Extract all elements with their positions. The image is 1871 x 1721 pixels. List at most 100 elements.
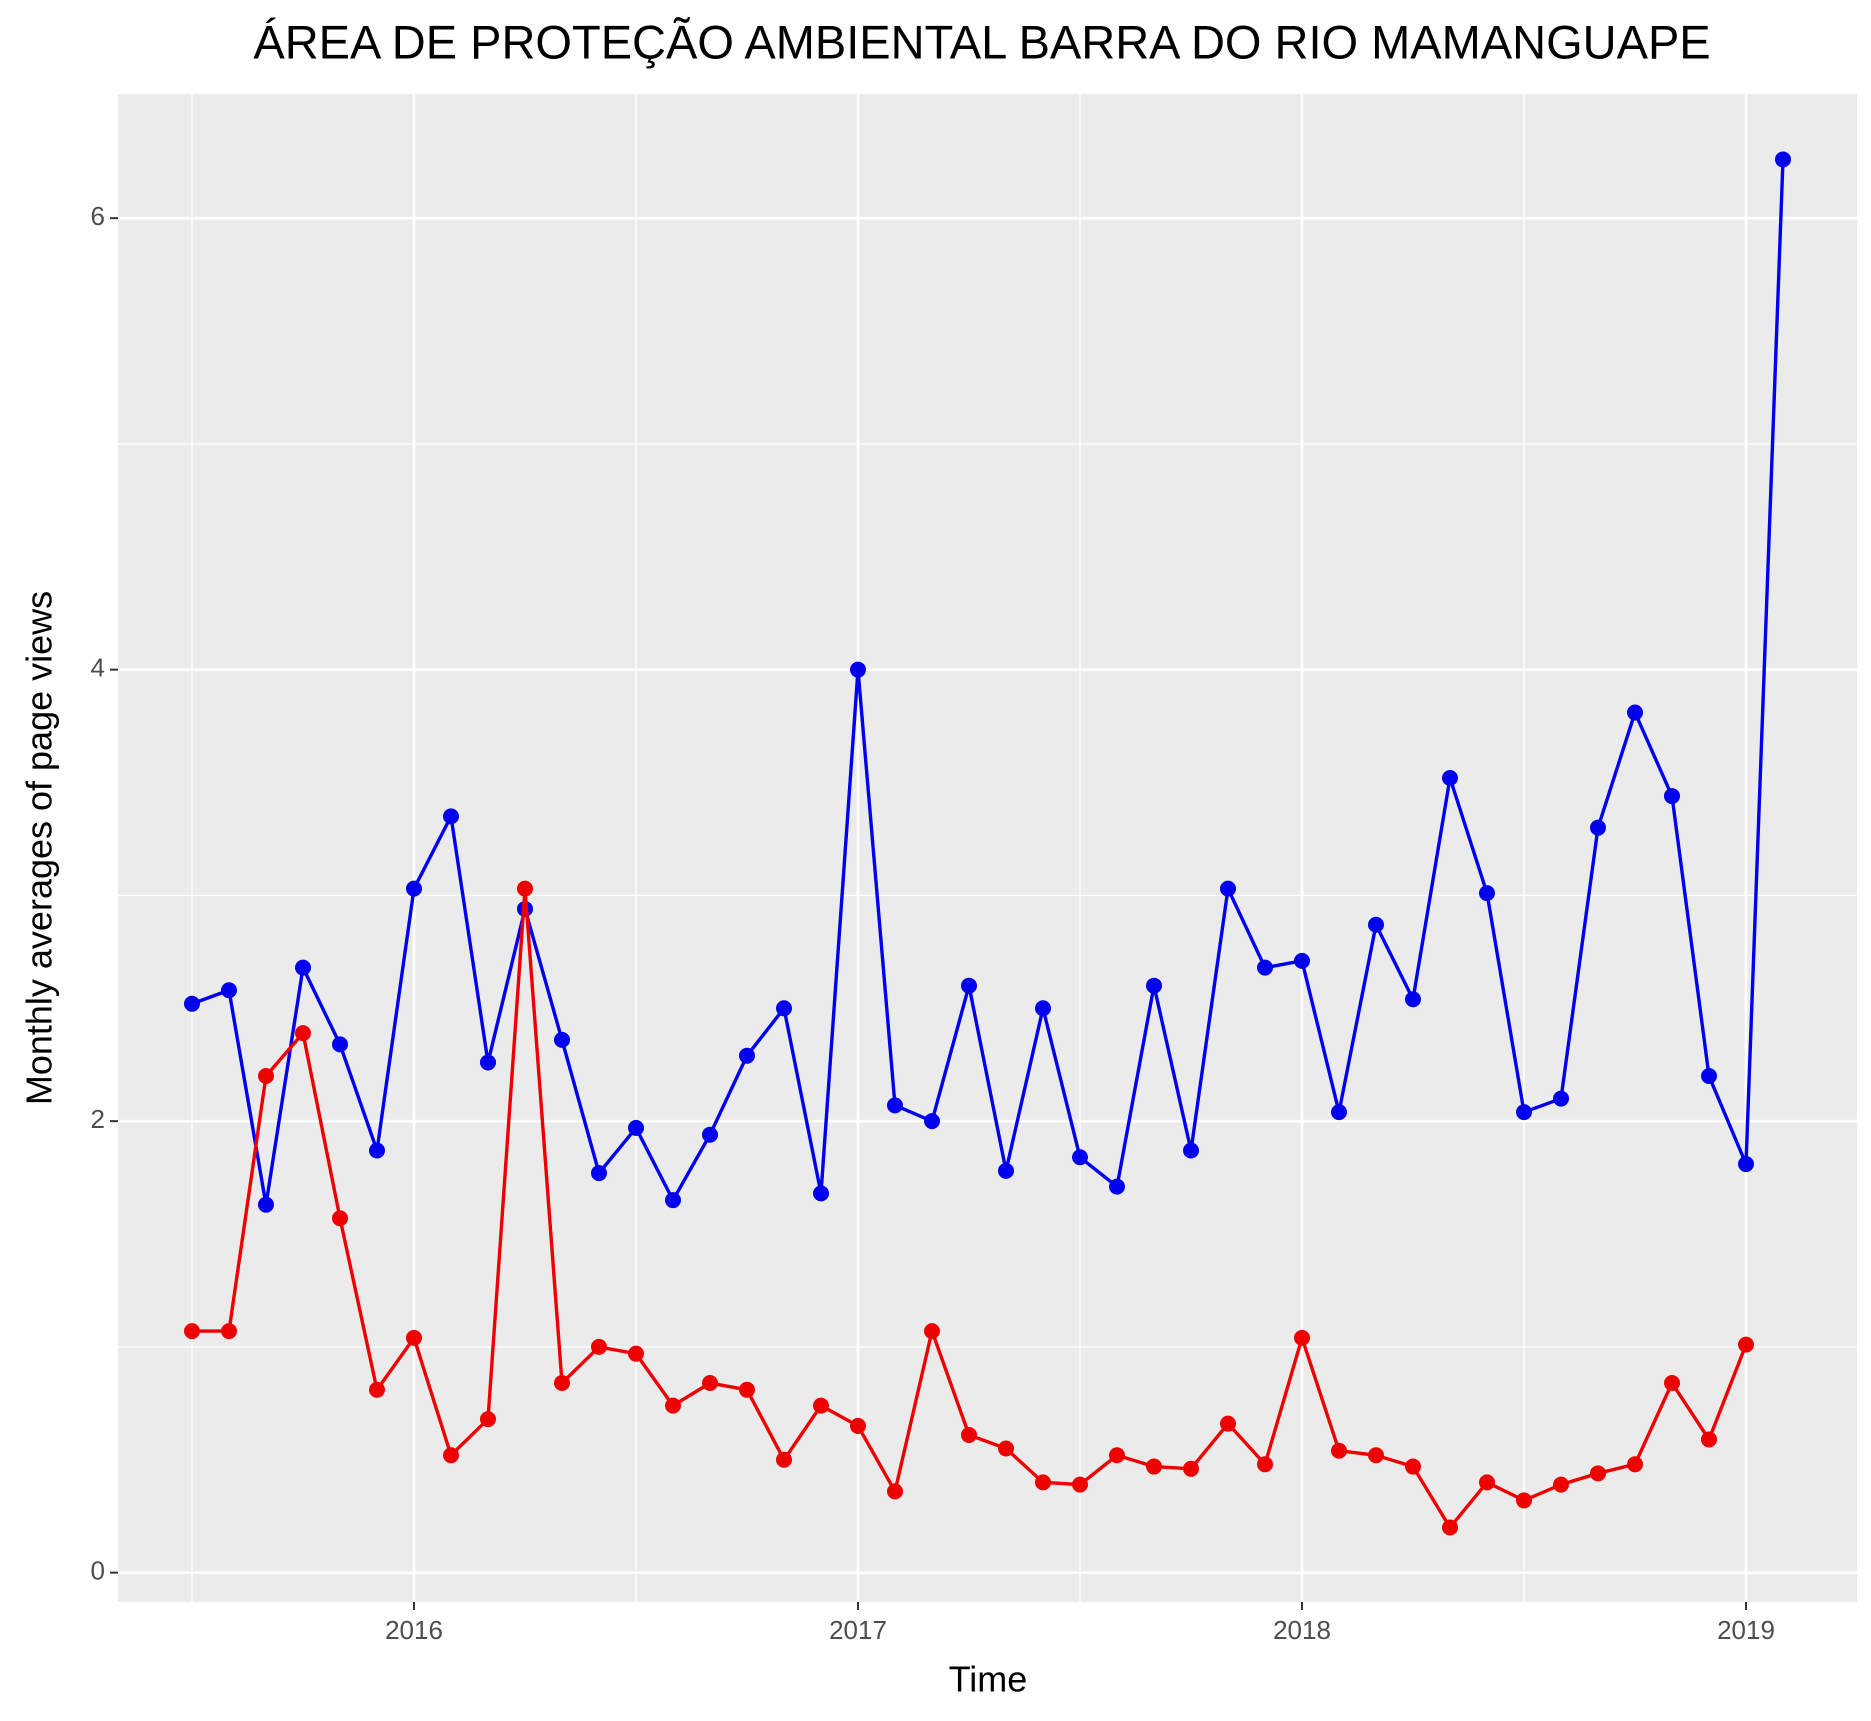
point <box>1590 1465 1606 1482</box>
point <box>1775 151 1791 168</box>
point <box>1516 1104 1532 1121</box>
point <box>295 959 311 976</box>
point <box>554 1031 570 1048</box>
point <box>776 1000 792 1017</box>
point <box>517 880 533 897</box>
point <box>1479 1474 1495 1491</box>
point <box>1738 1336 1754 1353</box>
point <box>628 1119 644 1136</box>
point <box>258 1196 274 1213</box>
point <box>1183 1460 1199 1477</box>
point <box>998 1440 1014 1457</box>
y-tick-label: 0 <box>91 1556 105 1586</box>
point <box>1701 1431 1717 1448</box>
series-line <box>191 159 1785 1205</box>
point <box>295 1025 311 1042</box>
point <box>332 1210 348 1227</box>
point <box>1627 1456 1643 1473</box>
y-tick-label: 6 <box>91 201 105 231</box>
point <box>1146 977 1162 994</box>
point <box>739 1047 755 1064</box>
point <box>258 1068 274 1085</box>
x-axis-title: Time <box>949 1659 1028 1700</box>
point <box>443 1447 459 1464</box>
point <box>1590 819 1606 836</box>
point <box>1442 1519 1458 1536</box>
point <box>1553 1476 1569 1493</box>
point <box>924 1323 940 1340</box>
point <box>369 1142 385 1159</box>
point <box>1368 1447 1384 1464</box>
x-tick-label: 2019 <box>1717 1615 1775 1645</box>
point <box>184 1323 200 1340</box>
point <box>1627 704 1643 721</box>
point <box>702 1375 718 1392</box>
point <box>221 982 237 999</box>
point <box>332 1036 348 1053</box>
point <box>1146 1458 1162 1475</box>
point <box>1331 1104 1347 1121</box>
y-axis-title: Monthly averages of page views <box>19 591 60 1105</box>
point <box>850 1417 866 1434</box>
point <box>1331 1442 1347 1459</box>
point <box>1294 1329 1310 1346</box>
y-tick-label: 2 <box>91 1104 105 1134</box>
point <box>739 1381 755 1398</box>
point <box>443 808 459 825</box>
point <box>1035 1474 1051 1491</box>
point <box>369 1381 385 1398</box>
point <box>813 1185 829 1202</box>
point <box>406 1329 422 1346</box>
point <box>1109 1447 1125 1464</box>
point <box>554 1375 570 1392</box>
point <box>665 1397 681 1414</box>
point <box>1701 1068 1717 1085</box>
point <box>221 1323 237 1340</box>
point <box>591 1165 607 1182</box>
point <box>887 1097 903 1114</box>
point <box>924 1113 940 1130</box>
point <box>1664 1375 1680 1392</box>
point <box>1405 991 1421 1008</box>
point <box>1220 1415 1236 1432</box>
point <box>887 1483 903 1500</box>
marks <box>184 151 1791 1536</box>
point <box>1109 1178 1125 1195</box>
point <box>184 995 200 1012</box>
point <box>480 1054 496 1071</box>
point <box>628 1345 644 1362</box>
point <box>1294 952 1310 969</box>
point <box>813 1397 829 1414</box>
point <box>850 661 866 678</box>
x-tick-label: 2017 <box>829 1615 887 1645</box>
point <box>1220 880 1236 897</box>
point <box>1072 1149 1088 1166</box>
point <box>1257 1456 1273 1473</box>
point <box>1516 1492 1532 1509</box>
point <box>1738 1156 1754 1173</box>
y-tick-label: 4 <box>91 653 105 683</box>
x-tick-label: 2016 <box>385 1615 443 1645</box>
panel <box>118 94 1857 1602</box>
point <box>776 1451 792 1468</box>
point <box>1553 1090 1569 1107</box>
point <box>1479 885 1495 902</box>
chart-title: ÁREA DE PROTEÇÃO AMBIENTAL BARRA DO RIO … <box>253 15 1710 68</box>
point <box>1405 1458 1421 1475</box>
x-tick-label: 2018 <box>1273 1615 1331 1645</box>
point <box>1257 959 1273 976</box>
point <box>961 977 977 994</box>
point <box>406 880 422 897</box>
point <box>1072 1476 1088 1493</box>
point <box>480 1411 496 1428</box>
point <box>1035 1000 1051 1017</box>
point <box>1368 916 1384 933</box>
grid <box>118 94 1857 1602</box>
point <box>665 1192 681 1209</box>
point <box>591 1338 607 1355</box>
point <box>998 1162 1014 1179</box>
point <box>702 1126 718 1143</box>
point <box>961 1426 977 1443</box>
